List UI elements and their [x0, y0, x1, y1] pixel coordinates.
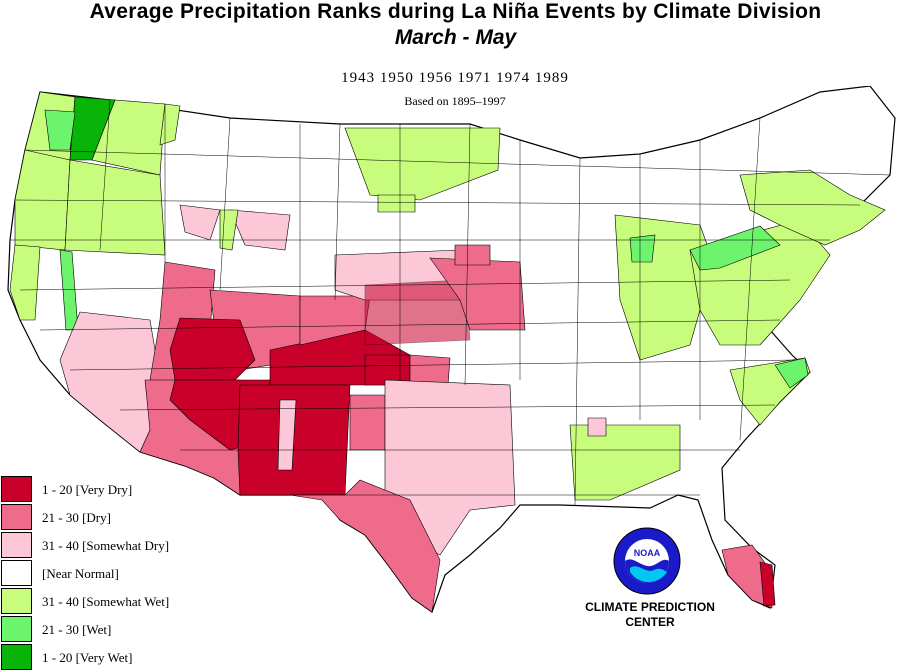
noaa-logo-text: NOAA: [634, 548, 661, 558]
region-nd-mn-somewhat-wet: [344, 127, 501, 201]
la-nina-years: 1943 1950 1956 1971 1974 1989: [341, 70, 569, 86]
us-climate-division-map: [7, 86, 896, 613]
region-ne-dry: [454, 244, 491, 266]
region-fl-very-dry: [759, 561, 776, 607]
legend-swatch: [1, 560, 32, 586]
region-la-somewhat-dry: [587, 417, 607, 437]
agency-label: CLIMATE PREDICTION CENTER: [570, 600, 730, 630]
legend-item-somewhat-wet: 31 - 40 [Somewhat Wet]: [0, 588, 240, 616]
legend-label: 1 - 20 [Very Dry]: [42, 482, 133, 497]
legend-label: 21 - 30 [Wet]: [42, 622, 112, 637]
region-in-wet: [629, 234, 656, 263]
baseline-period: Based on 1895–1997: [404, 94, 506, 108]
legend-swatch: [1, 532, 32, 558]
agency-line-1: CLIMATE PREDICTION: [585, 600, 715, 614]
legend-swatch: [1, 616, 32, 642]
legend-item-wet: 21 - 30 [Wet]: [0, 616, 240, 644]
legend-label: 21 - 30 [Dry]: [42, 510, 111, 525]
legend-label: 31 - 40 [Somewhat Wet]: [42, 594, 170, 609]
legend-label: 1 - 20 [Very Wet]: [42, 650, 133, 665]
agency-line-2: CENTER: [625, 615, 675, 629]
region-ca-north-coast: [9, 244, 41, 321]
region-nc-wet: [774, 357, 809, 389]
region-tx-panhandle-dry: [349, 394, 386, 451]
region-tx-west-dry: [289, 479, 441, 613]
region-or-east: [64, 159, 166, 256]
region-ok-dry: [409, 354, 451, 386]
region-fl-dry: [721, 544, 773, 609]
legend-item-somewhat-dry: 31 - 40 [Somewhat Dry]: [0, 532, 240, 560]
legend-swatch: [1, 476, 32, 502]
legend-swatch: [1, 588, 32, 614]
legend-item-very-wet: 1 - 20 [Very Wet]: [0, 644, 240, 672]
region-ks-mo-dry: [429, 257, 526, 331]
legend-label: 31 - 40 [Somewhat Dry]: [42, 538, 170, 553]
division-boundaries: [10, 99, 891, 506]
map-subtitle: March - May: [394, 26, 517, 49]
legend-item-near-normal: [Near Normal]: [0, 560, 240, 588]
region-new-england-somewhat-wet: [739, 169, 886, 246]
noaa-logo-icon: NOAA: [613, 527, 681, 595]
region-nm-somewhat-dry-strip: [277, 399, 297, 471]
map-title: Average Precipitation Ranks during La Ni…: [89, 0, 822, 23]
region-southeast-somewhat-wet: [569, 424, 681, 501]
legend-item-dry: 21 - 30 [Dry]: [0, 504, 240, 532]
legend-item-very-dry: 1 - 20 [Very Dry]: [0, 476, 240, 504]
legend-swatch: [1, 504, 32, 530]
region-pa-wet: [689, 225, 781, 271]
legend-label: [Near Normal]: [42, 566, 119, 581]
region-sd-somewhat-wet: [377, 194, 416, 213]
region-ks-dry: [364, 279, 471, 346]
legend-swatch: [1, 644, 32, 670]
region-wa-puget: [44, 109, 76, 151]
